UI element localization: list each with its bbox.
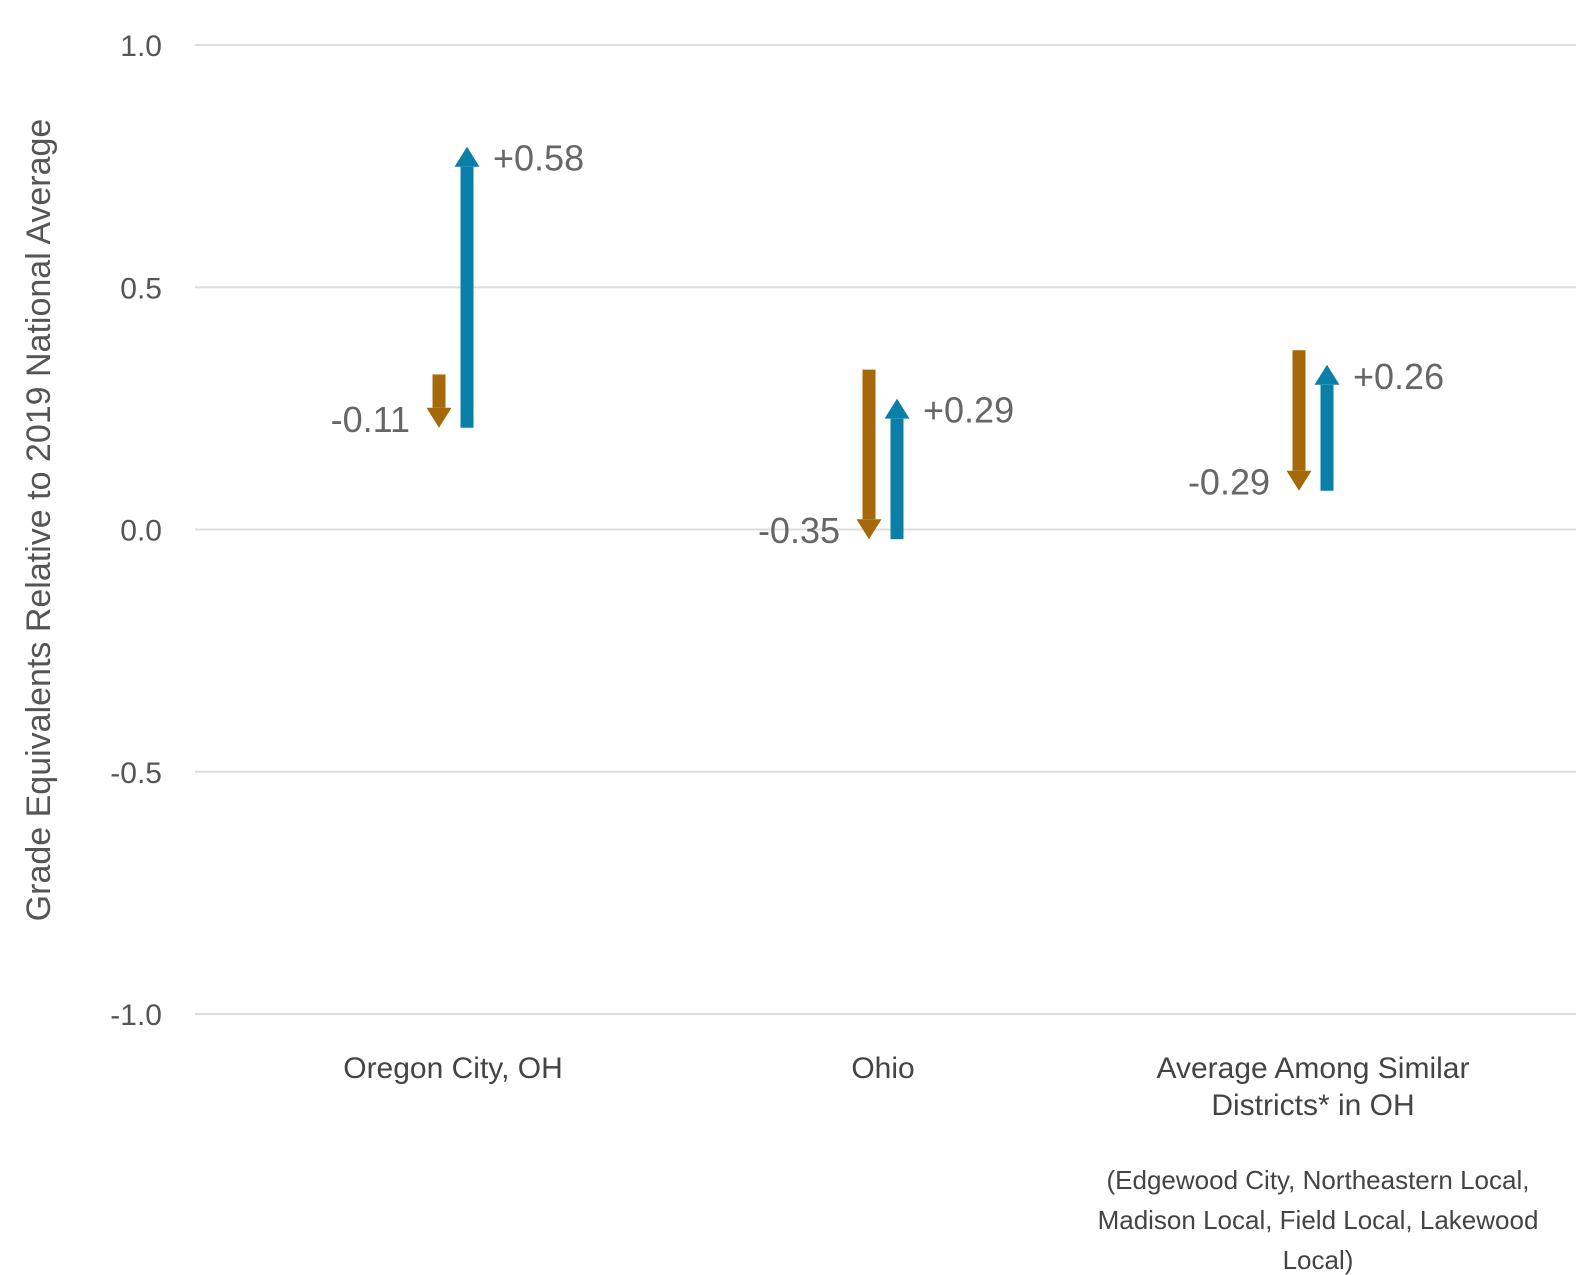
decline-arrow: [426, 374, 452, 428]
y-tick-label: -1.0: [110, 999, 162, 1032]
decline-arrow-head: [1286, 470, 1312, 491]
category-label: Districts* in OH: [1211, 1089, 1414, 1122]
y-tick-label: 1.0: [120, 30, 162, 63]
gridlines: [195, 44, 1576, 1015]
recovery-value-label: +0.58: [493, 138, 584, 179]
recovery-arrow: [884, 398, 910, 540]
decline-arrow-shaft: [1292, 350, 1306, 471]
y-axis-ticks: 1.0 0.5 0.0 -0.5 -1.0: [110, 30, 162, 1032]
decline-arrow-shaft: [432, 374, 446, 408]
category-label: Ohio: [851, 1052, 914, 1085]
decline-value-label: -0.11: [331, 399, 410, 440]
recovery-arrow-head: [1314, 364, 1340, 385]
y-axis-label: Grade Equivalents Relative to 2019 Natio…: [20, 119, 58, 922]
decline-arrow-shaft: [862, 369, 876, 520]
recovery-value-label: +0.29: [923, 390, 1014, 431]
recovery-arrow-shaft: [1320, 384, 1334, 491]
y-tick-label: -0.5: [110, 757, 162, 790]
recovery-arrow-head: [884, 398, 910, 419]
y-tick-label: 0.0: [120, 515, 162, 548]
category-label: Average Among Similar: [1157, 1052, 1470, 1085]
category-note: Local): [1283, 1245, 1354, 1275]
category-note: Madison Local, Field Local, Lakewood: [1098, 1205, 1539, 1235]
decline-value-label: -0.35: [758, 510, 840, 551]
decline-arrow-head: [426, 407, 452, 428]
decline-arrow: [1286, 350, 1312, 491]
recovery-arrow-shaft: [890, 418, 904, 540]
recovery-value-label: +0.26: [1353, 356, 1444, 397]
category-labels: -0.11 +0.58 Oregon City, OH -0.35 +0.29 Ohio -…: [331, 138, 1539, 1275]
recovery-arrow-head: [454, 146, 480, 167]
decline-arrow: [856, 369, 882, 540]
decline-arrow-head: [856, 519, 882, 540]
recovery-arrow: [1314, 364, 1340, 491]
y-tick-label: 0.5: [120, 272, 162, 305]
recovery-arrow-shaft: [460, 166, 474, 428]
category-note: (Edgewood City, Northeastern Local,: [1107, 1165, 1530, 1195]
category-label: Oregon City, OH: [343, 1052, 563, 1085]
arrows: [426, 146, 1340, 540]
decline-value-label: -0.29: [1188, 462, 1270, 503]
recovery-arrow: [454, 146, 480, 428]
